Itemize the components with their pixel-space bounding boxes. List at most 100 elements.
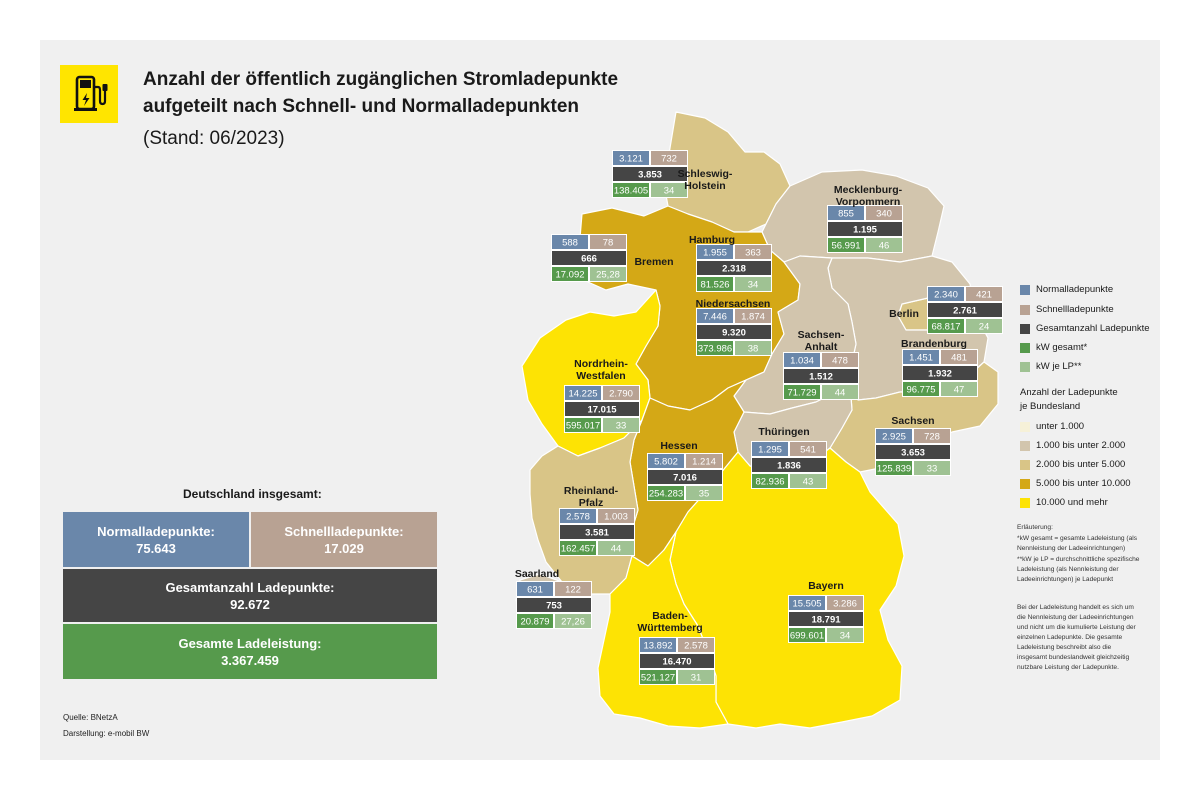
kw-lp-cell [822, 385, 858, 399]
kw-cell [560, 541, 596, 555]
fast-cell [590, 235, 626, 249]
fast-cell [686, 454, 722, 468]
legend-label: 5.000 bis unter 10.000 [1036, 478, 1131, 489]
state-label-line: Baden- [652, 610, 688, 622]
legend-label: Normalladepunkte [1036, 284, 1114, 295]
logo-tile [60, 65, 118, 123]
state-label-line: Holstein [684, 180, 725, 192]
state-label-line: Bremen [634, 256, 673, 268]
state-label: Saarland [515, 568, 559, 580]
legend-category-heading: Anzahl der Ladepunkte je Bundesland [1020, 387, 1118, 412]
kw-cell [565, 418, 601, 432]
kw-lp-value: 38 [748, 343, 759, 354]
legend-swatch [1020, 479, 1030, 489]
normal-cell [903, 350, 939, 364]
title-line-2: aufgeteilt nach Schnell- und Normalladep… [143, 96, 579, 117]
kw-cell [828, 238, 864, 252]
total-cell [697, 261, 771, 275]
explanation-kw-lp: **kW je LP = durchschnittliche spezifisc… [1017, 556, 1140, 583]
kw-lp-cell [827, 628, 863, 642]
total-cell [517, 598, 591, 612]
fast-cell [941, 350, 977, 364]
total-normal-box: Normalladepunkte: 75.643 [63, 512, 249, 567]
kw-cell [789, 628, 825, 642]
normal-cell [928, 287, 964, 301]
total-value: 2.318 [722, 263, 746, 274]
total-cell [697, 325, 771, 339]
total-value: 753 [546, 600, 562, 611]
kw-cell [552, 267, 588, 281]
total-value: 16.470 [662, 656, 691, 667]
total-cell [648, 470, 722, 484]
fast-value: 3.286 [833, 598, 857, 609]
fast-cell [822, 353, 858, 367]
state-label-line: Bayern [808, 580, 844, 592]
normal-cell [517, 582, 553, 596]
normal-cell [560, 509, 596, 523]
fast-cell [598, 509, 634, 523]
kw-lp-value: 33 [616, 420, 627, 431]
kw-value: 96.775 [906, 384, 935, 395]
total-cell [789, 612, 863, 626]
fast-value: 421 [976, 289, 992, 300]
state-label: Brandenburg [901, 338, 967, 350]
state-label: Thüringen [758, 426, 809, 438]
kw-lp-cell [598, 541, 634, 555]
normal-value: 2.340 [934, 289, 958, 300]
kw-lp-value: 34 [840, 630, 851, 641]
state-data-boxes: 3.121 732 3.853 138.405 34 855 340 1.195 56.991 4… [516, 150, 1003, 685]
state-data-box: 1.451 481 1.932 96.775 47 [902, 349, 978, 397]
state-label-line: Mecklenburg- [834, 184, 903, 196]
legend-label: Schnellladepunkte [1036, 304, 1114, 315]
total-cell [903, 366, 977, 380]
total-value: 3.653 [901, 447, 925, 458]
kw-lp-cell [735, 277, 771, 291]
kw-value: 521.127 [641, 672, 675, 683]
fast-value: 122 [565, 584, 581, 595]
fast-value: 732 [661, 153, 677, 164]
kw-value: 81.526 [700, 279, 729, 290]
state-label: Bremen [634, 256, 673, 268]
fast-value: 478 [832, 355, 848, 366]
kw-lp-cell [866, 238, 902, 252]
normal-value: 1.295 [758, 444, 782, 455]
kw-lp-cell [735, 341, 771, 355]
kw-value: 595.017 [566, 420, 600, 431]
normal-cell [552, 235, 588, 249]
total-value: 1.512 [809, 371, 833, 382]
kw-value: 56.991 [831, 240, 860, 251]
legend-swatch [1020, 460, 1030, 470]
total-value: 1.836 [777, 460, 801, 471]
normal-value: 15.505 [792, 598, 821, 609]
kw-lp-cell [555, 614, 591, 628]
kw-cell [752, 474, 788, 488]
total-value: 7.016 [673, 472, 697, 483]
kw-lp-value: 35 [699, 488, 710, 499]
kw-lp-value: 34 [748, 279, 759, 290]
kw-lp-value: 34 [664, 185, 675, 196]
kw-lp-cell [651, 183, 687, 197]
fast-cell [735, 245, 771, 259]
kw-lp-value: 25,28 [596, 269, 620, 280]
state-labels: Schleswig-Holstein Mecklenburg-Vorpommern… [515, 168, 967, 634]
total-fast-value: 17.029 [324, 540, 364, 556]
kw-value: 254.283 [649, 488, 683, 499]
state-label-line: Vorpommern [836, 196, 901, 208]
kw-lp-cell [603, 418, 639, 432]
kw-lp-cell [966, 319, 1002, 333]
normal-cell [648, 454, 684, 468]
fast-cell [866, 206, 902, 220]
total-power-value: 3.367.459 [221, 652, 279, 668]
normal-value: 3.121 [619, 153, 643, 164]
legend-swatch [1020, 305, 1030, 315]
fast-value: 541 [800, 444, 816, 455]
kw-cell [903, 382, 939, 396]
total-value: 3.581 [585, 527, 609, 538]
state-data-box: 14.225 2.790 17.015 595.017 33 [564, 385, 640, 433]
kw-value: 125.839 [877, 463, 911, 474]
legend-swatch [1020, 422, 1030, 432]
legend-swatch [1020, 285, 1030, 295]
legend-swatch [1020, 324, 1030, 334]
kw-lp-cell [678, 670, 714, 684]
